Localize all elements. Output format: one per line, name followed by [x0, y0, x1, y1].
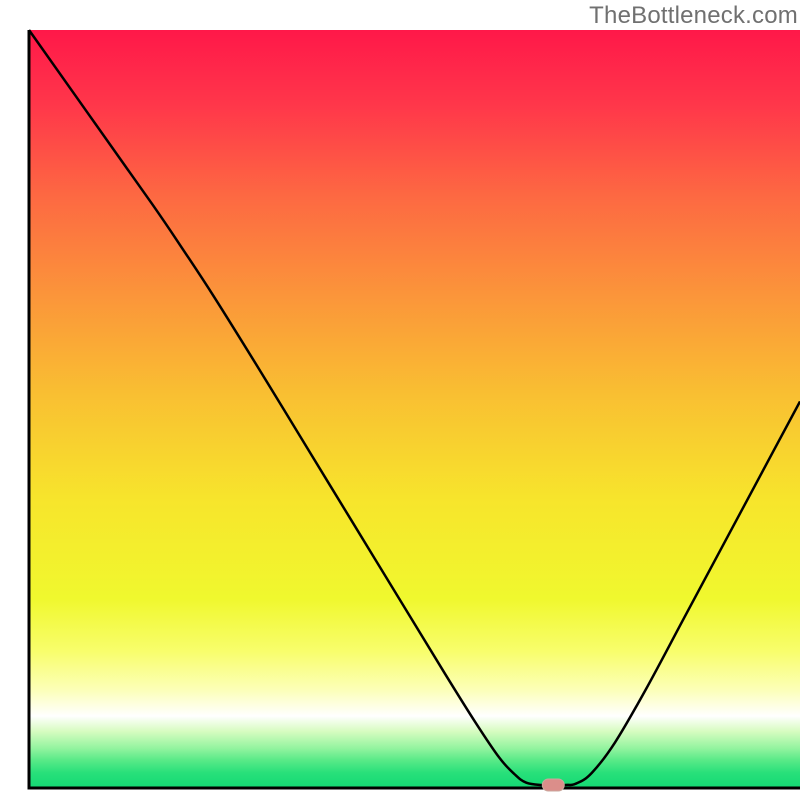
chart-marker — [542, 779, 564, 791]
chart-curve — [29, 30, 800, 785]
watermark-label: TheBottleneck.com — [589, 2, 798, 30]
chart-svg — [0, 0, 800, 800]
chart-stage: TheBottleneck.com — [0, 0, 800, 800]
chart-axis — [29, 30, 800, 788]
